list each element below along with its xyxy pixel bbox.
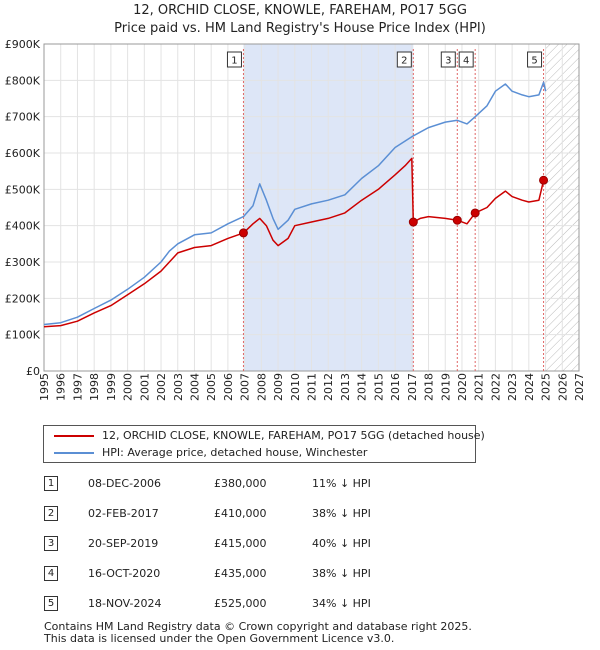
x-tick-label: 2000 xyxy=(122,373,135,401)
x-tick-label: 2006 xyxy=(222,373,235,401)
x-tick-label: 2005 xyxy=(205,373,218,401)
x-tick-label: 2009 xyxy=(272,373,285,401)
legend-swatch-property xyxy=(54,435,94,437)
legend: 12, ORCHID CLOSE, KNOWLE, FAREHAM, PO17 … xyxy=(43,425,485,463)
sale-price: £435,000 xyxy=(214,567,267,580)
x-tick-label: 2007 xyxy=(239,373,252,401)
x-tick-label: 2004 xyxy=(188,373,201,401)
legend-label-hpi: HPI: Average price, detached house, Winc… xyxy=(102,446,368,459)
x-tick-label: 2024 xyxy=(523,373,536,401)
sale-marker-label: 3 xyxy=(445,56,451,67)
hpi-series-line xyxy=(43,81,547,326)
x-tick-label: 2027 xyxy=(573,373,586,401)
x-tick-label: 2023 xyxy=(506,373,519,401)
sale-point xyxy=(539,175,549,185)
x-tick-label: 1996 xyxy=(55,373,68,401)
sale-number-badge: 2 xyxy=(44,506,58,521)
y-tick-label: £300K xyxy=(5,256,41,269)
y-tick-label: £500K xyxy=(5,183,41,196)
table-row: 2 02-FEB-2017 £410,000 38% ↓ HPI xyxy=(0,504,600,524)
sale-hpi-diff: 11% ↓ HPI xyxy=(312,477,371,490)
sale-price: £380,000 xyxy=(214,477,267,490)
x-tick-label: 2018 xyxy=(423,373,436,401)
sale-number-badge: 1 xyxy=(44,476,58,491)
property-series-line xyxy=(43,157,547,328)
y-tick-label: £400K xyxy=(5,220,41,233)
x-tick-label: 2013 xyxy=(339,373,352,401)
y-tick-label: £200K xyxy=(5,292,41,305)
y-tick-label: £600K xyxy=(5,147,41,160)
sale-price: £415,000 xyxy=(214,537,267,550)
x-tick-label: 2022 xyxy=(489,373,502,401)
sale-marker-label: 5 xyxy=(531,56,537,67)
table-row: 4 16-OCT-2020 £435,000 38% ↓ HPI xyxy=(0,564,600,584)
sale-marker-badge xyxy=(226,51,242,68)
x-tick-label: 2021 xyxy=(473,373,486,401)
footer-licence: This data is licensed under the Open Gov… xyxy=(44,632,395,645)
sale-date: 02-FEB-2017 xyxy=(88,507,159,520)
sale-price: £410,000 xyxy=(214,507,267,520)
sale-date: 20-SEP-2019 xyxy=(88,537,159,550)
sale-point xyxy=(238,228,248,238)
sale-number-badge: 5 xyxy=(44,596,58,611)
sale-marker-badge xyxy=(396,51,412,68)
x-tick-label: 2020 xyxy=(456,373,469,401)
table-row: 5 18-NOV-2024 £525,000 34% ↓ HPI xyxy=(0,594,600,614)
x-tick-label: 2015 xyxy=(372,373,385,401)
x-tick-label: 2019 xyxy=(439,373,452,401)
x-tick-label: 2014 xyxy=(356,373,369,401)
y-tick-label: £100K xyxy=(5,329,41,342)
legend-swatch-hpi xyxy=(54,452,94,454)
x-tick-label: 2008 xyxy=(255,373,268,401)
x-tick-label: 2016 xyxy=(389,373,402,401)
y-tick-label: £700K xyxy=(5,111,41,124)
x-tick-label: 1998 xyxy=(88,373,101,401)
sale-marker-badge xyxy=(527,51,543,68)
sale-marker-label: 2 xyxy=(401,56,407,67)
plot-frame xyxy=(43,43,580,372)
x-tick-label: 2017 xyxy=(406,373,419,401)
sale-marker-label: 1 xyxy=(231,56,237,67)
sale-hpi-diff: 34% ↓ HPI xyxy=(312,597,371,610)
plot-area: £0 £100K £200K £300K £400K £500K £600K £700K £80… xyxy=(5,38,586,401)
chart-subtitle: Price paid vs. HM Land Registry's House … xyxy=(114,21,486,36)
x-tick-label: 2025 xyxy=(540,373,553,401)
sale-hpi-diff: 38% ↓ HPI xyxy=(312,507,371,520)
price-chart: 12, ORCHID CLOSE, KNOWLE, FAREHAM, PO17 … xyxy=(5,3,586,401)
x-tick-label: 2012 xyxy=(322,373,335,401)
sale-marker-badge xyxy=(458,51,474,68)
x-tick-label: 2010 xyxy=(289,373,302,401)
sale-point xyxy=(408,217,418,227)
y-tick-label: £800K xyxy=(5,74,41,87)
y-tick-label: £900K xyxy=(5,38,41,51)
x-tick-label: 2003 xyxy=(172,373,185,401)
sale-point xyxy=(470,208,480,218)
legend-label-property: 12, ORCHID CLOSE, KNOWLE, FAREHAM, PO17 … xyxy=(102,429,485,442)
sale-number-badge: 4 xyxy=(44,566,58,581)
chart-title-address: 12, ORCHID CLOSE, KNOWLE, FAREHAM, PO17 … xyxy=(133,3,467,18)
x-tick-label: 2011 xyxy=(306,373,319,401)
sale-date: 16-OCT-2020 xyxy=(88,567,161,580)
sale-hpi-diff: 40% ↓ HPI xyxy=(312,537,371,550)
x-tick-label: 2026 xyxy=(556,373,569,401)
sale-hpi-diff: 38% ↓ HPI xyxy=(312,567,371,580)
x-tick-label: 1999 xyxy=(105,373,118,401)
sale-date: 08-DEC-2006 xyxy=(88,477,162,490)
sale-point xyxy=(452,215,462,225)
table-row: 3 20-SEP-2019 £415,000 40% ↓ HPI xyxy=(0,534,600,554)
sale-price: £525,000 xyxy=(214,597,267,610)
x-tick-label: 2002 xyxy=(155,373,168,401)
table-row: 1 08-DEC-2006 £380,000 11% ↓ HPI xyxy=(0,474,600,494)
x-tick-label: 2001 xyxy=(138,373,151,401)
x-tick-label: 1997 xyxy=(71,373,84,401)
y-tick-label: £0 xyxy=(26,365,40,378)
sale-marker-label: 4 xyxy=(463,56,469,67)
x-tick-label: 1995 xyxy=(38,373,51,401)
sale-number-badge: 3 xyxy=(44,536,58,551)
sale-date: 18-NOV-2024 xyxy=(88,597,162,610)
footer-notice: Contains HM Land Registry data © Crown c… xyxy=(44,621,472,645)
footer-copyright: Contains HM Land Registry data © Crown c… xyxy=(44,620,472,633)
sale-marker-badge xyxy=(440,51,456,68)
